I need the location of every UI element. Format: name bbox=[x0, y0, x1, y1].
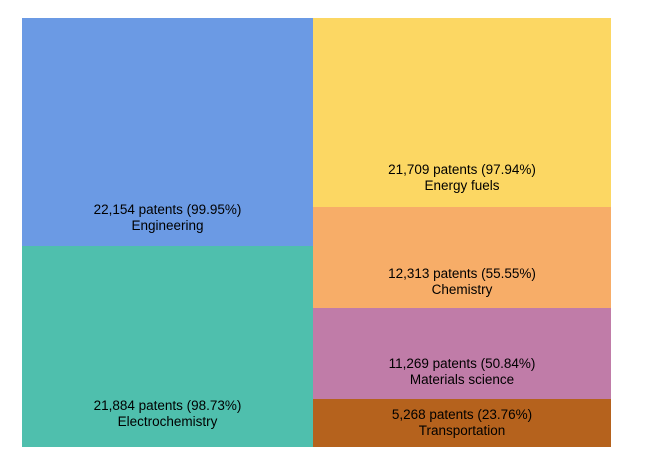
tile-value-text: 21,709 patents (97.94%) bbox=[388, 162, 536, 177]
tile-category-label: Chemistry bbox=[431, 281, 493, 297]
treemap-tile-engineering[interactable]: 22,154 patents (99.95%) Engineering bbox=[22, 18, 313, 246]
treemap-tile-transportation[interactable]: 5,268 patents (23.76%) Transportation bbox=[313, 399, 611, 447]
tile-label-group: 5,268 patents (23.76%) Transportation bbox=[313, 407, 611, 438]
tile-value-text: 5,268 patents (23.76%) bbox=[391, 407, 533, 422]
tile-value-text: 22,154 patents (99.95%) bbox=[93, 202, 242, 217]
tile-category-label: Materials science bbox=[409, 371, 515, 387]
treemap-tile-electrochemistry[interactable]: 21,884 patents (98.73%) Electrochemistry bbox=[22, 246, 313, 447]
tile-category-label: Energy fuels bbox=[424, 177, 500, 193]
tile-label-group: 21,884 patents (98.73%) Electrochemistry bbox=[22, 398, 313, 429]
tile-value-text: 21,884 patents (98.73%) bbox=[93, 398, 242, 413]
tile-category-label: Engineering bbox=[131, 217, 204, 233]
tile-label-group: 11,269 patents (50.84%) Materials scienc… bbox=[313, 356, 611, 387]
treemap-tile-energy-fuels[interactable]: 21,709 patents (97.94%) Energy fuels bbox=[313, 18, 611, 207]
tile-value-text: 11,269 patents (50.84%) bbox=[388, 356, 536, 371]
treemap-tile-materials-science[interactable]: 11,269 patents (50.84%) Materials scienc… bbox=[313, 308, 611, 399]
tile-label-group: 21,709 patents (97.94%) Energy fuels bbox=[313, 162, 611, 193]
tile-category-label: Transportation bbox=[418, 422, 506, 438]
tile-value-text: 12,313 patents (55.55%) bbox=[388, 266, 536, 281]
tile-category-label: Electrochemistry bbox=[117, 413, 218, 429]
tile-label-group: 22,154 patents (99.95%) Engineering bbox=[22, 202, 313, 233]
tile-label-group: 12,313 patents (55.55%) Chemistry bbox=[313, 266, 611, 297]
treemap-tile-chemistry[interactable]: 12,313 patents (55.55%) Chemistry bbox=[313, 207, 611, 308]
